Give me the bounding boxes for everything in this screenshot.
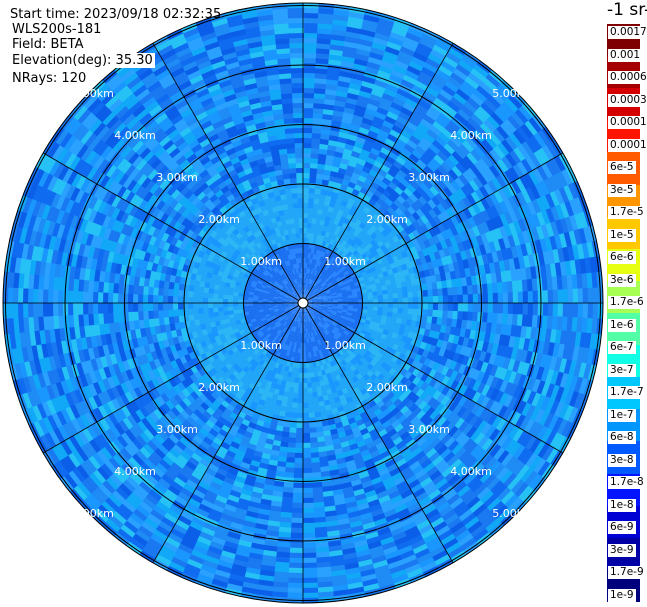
azimuth-spokes [3, 3, 603, 603]
range-ring-label: 2.00km [198, 213, 240, 226]
center-marker [297, 297, 309, 309]
colorbar-tick-label: 3e-6 [608, 273, 636, 287]
colorbar-tick-label: 1e-6 [608, 318, 636, 332]
field-name: Field: BETA [12, 37, 84, 52]
colorbar-tick-label: 0.00017 [608, 116, 647, 130]
azimuth-spoke [302, 302, 454, 564]
azimuth-spoke [152, 42, 304, 304]
range-ring-label: 1.00km [324, 255, 366, 268]
azimuth-spoke [42, 302, 304, 454]
radar-center-marker [297, 297, 309, 309]
colorbar-tick-label: 6e-9 [608, 521, 636, 535]
range-ring-label: 5.00km [492, 87, 534, 100]
range-ring-label: 4.00km [450, 129, 492, 142]
colorbar-tick-label: 1.7e-6 [608, 296, 646, 310]
azimuth-spoke [302, 302, 564, 454]
range-ring-label: 3.00km [408, 171, 450, 184]
colorbar-tick-label: 6e-8 [608, 431, 636, 445]
elevation-readout: Elevation(deg): 35.30 [10, 53, 155, 68]
range-ring-label: 1.00km [240, 255, 282, 268]
colorbar-tick-label: 1e-7 [608, 408, 636, 422]
range-ring-label: 3.00km [408, 423, 450, 436]
colorbar-tick-label: 0.0006 [608, 71, 647, 85]
range-ring-label: 2.00km [366, 381, 408, 394]
colorbar-tick-label: 0.0003 [608, 93, 647, 107]
colorbar-tick-label: 0.0017 [608, 26, 647, 39]
range-ring-label: 4.00km [114, 465, 156, 478]
colorbar-tick-label: 0.0001 [608, 138, 647, 152]
range-ring-label: 1.00km [324, 339, 366, 352]
colorbar-tick-label: 3e-7 [608, 363, 636, 377]
start-time: Start time: 2023/09/18 02:32:35 [10, 7, 222, 22]
range-ring-labels: 1.00km 1.00km 1.00km 1.00km 2.00km 2.00km 2.00… [72, 87, 534, 520]
ppi-plot: 1.00km 1.00km 1.00km 1.00km 2.00km 2.00km 2.00… [2, 2, 604, 604]
colorbar-tick-label: 1e-8 [608, 498, 636, 512]
colorbar-tick-label: 1.7e-9 [608, 566, 646, 580]
range-ring-label: 3.00km [156, 423, 198, 436]
range-ring-label: 2.00km [366, 213, 408, 226]
instrument-name: WLS200s-181 [12, 22, 102, 37]
colorbar-tick-label: 3e-9 [608, 543, 636, 557]
range-ring-label: 4.00km [114, 129, 156, 142]
colorbar-tick-label: 6e-6 [608, 251, 636, 265]
colorbar-tick-label: 3e-5 [608, 183, 636, 197]
colorbar-tick-label: 1.7e-8 [608, 476, 646, 490]
range-ring-label: 2.00km [198, 381, 240, 394]
colorbar-title: -1 sr-1 [607, 0, 647, 20]
colorbar-tick-label: 1e-9 [608, 589, 636, 602]
colorbar-tick-label: 1.7e-7 [608, 386, 646, 400]
azimuth-spoke [152, 302, 304, 564]
range-ring-label: 1.00km [240, 339, 282, 352]
azimuth-spoke [302, 152, 564, 304]
colorbar-tick-label: 6e-5 [608, 161, 636, 175]
range-ring-label: 4.00km [450, 465, 492, 478]
colorbar [607, 24, 640, 603]
azimuth-spoke [42, 152, 304, 304]
range-ring-label: 3.00km [156, 171, 198, 184]
azimuth-spoke [302, 42, 454, 304]
nrays-readout: NRays: 120 [10, 71, 89, 86]
colorbar-tick-label: 1.7e-5 [608, 206, 646, 220]
colorbar-tick-label: 0.001 [608, 48, 643, 62]
colorbar-tick-label: 1e-5 [608, 228, 636, 242]
range-ring-label: 5.00km [72, 507, 114, 520]
colorbar-tick-label: 6e-7 [608, 341, 636, 355]
range-ring-label: 5.00km [492, 507, 534, 520]
colorbar-tick-label: 3e-8 [608, 453, 636, 467]
range-ring-label: 5.00km [72, 87, 114, 100]
